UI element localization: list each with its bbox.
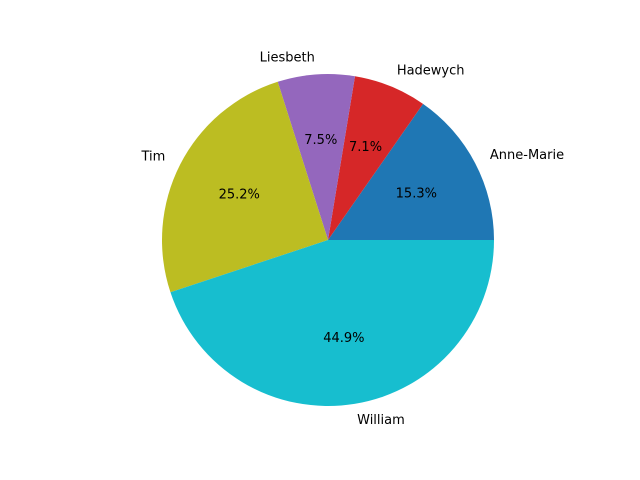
pie-category-label-liesbeth: Liesbeth <box>260 50 315 65</box>
pie-category-label-tim: Tim <box>140 150 165 165</box>
pie-percent-label-william: 44.9% <box>323 331 364 346</box>
pie-slice-hadewych <box>328 76 424 240</box>
pie-percent-label-tim: 25.2% <box>219 187 260 202</box>
pie-slice-tim <box>162 81 328 293</box>
pie-percent-label-anne-marie: 15.3% <box>396 186 437 201</box>
pie-slices <box>162 74 494 406</box>
pie-category-label-anne-marie: Anne-Marie <box>490 148 564 163</box>
pie-labels: 15.3% Anne-Marie 7.1% Hadewych 7.5% Liesbeth 2… <box>140 50 564 427</box>
pie-category-label-hadewych: Hadewych <box>397 63 465 78</box>
pie-slice-william <box>170 240 494 406</box>
pie-category-label-william: William <box>357 413 405 428</box>
pie-slice-anne-marie <box>328 103 494 241</box>
pie-slice-liesbeth <box>277 74 355 240</box>
pie-percent-label-liesbeth: 7.5% <box>304 133 337 148</box>
pie-percent-label-hadewych: 7.1% <box>349 140 382 155</box>
